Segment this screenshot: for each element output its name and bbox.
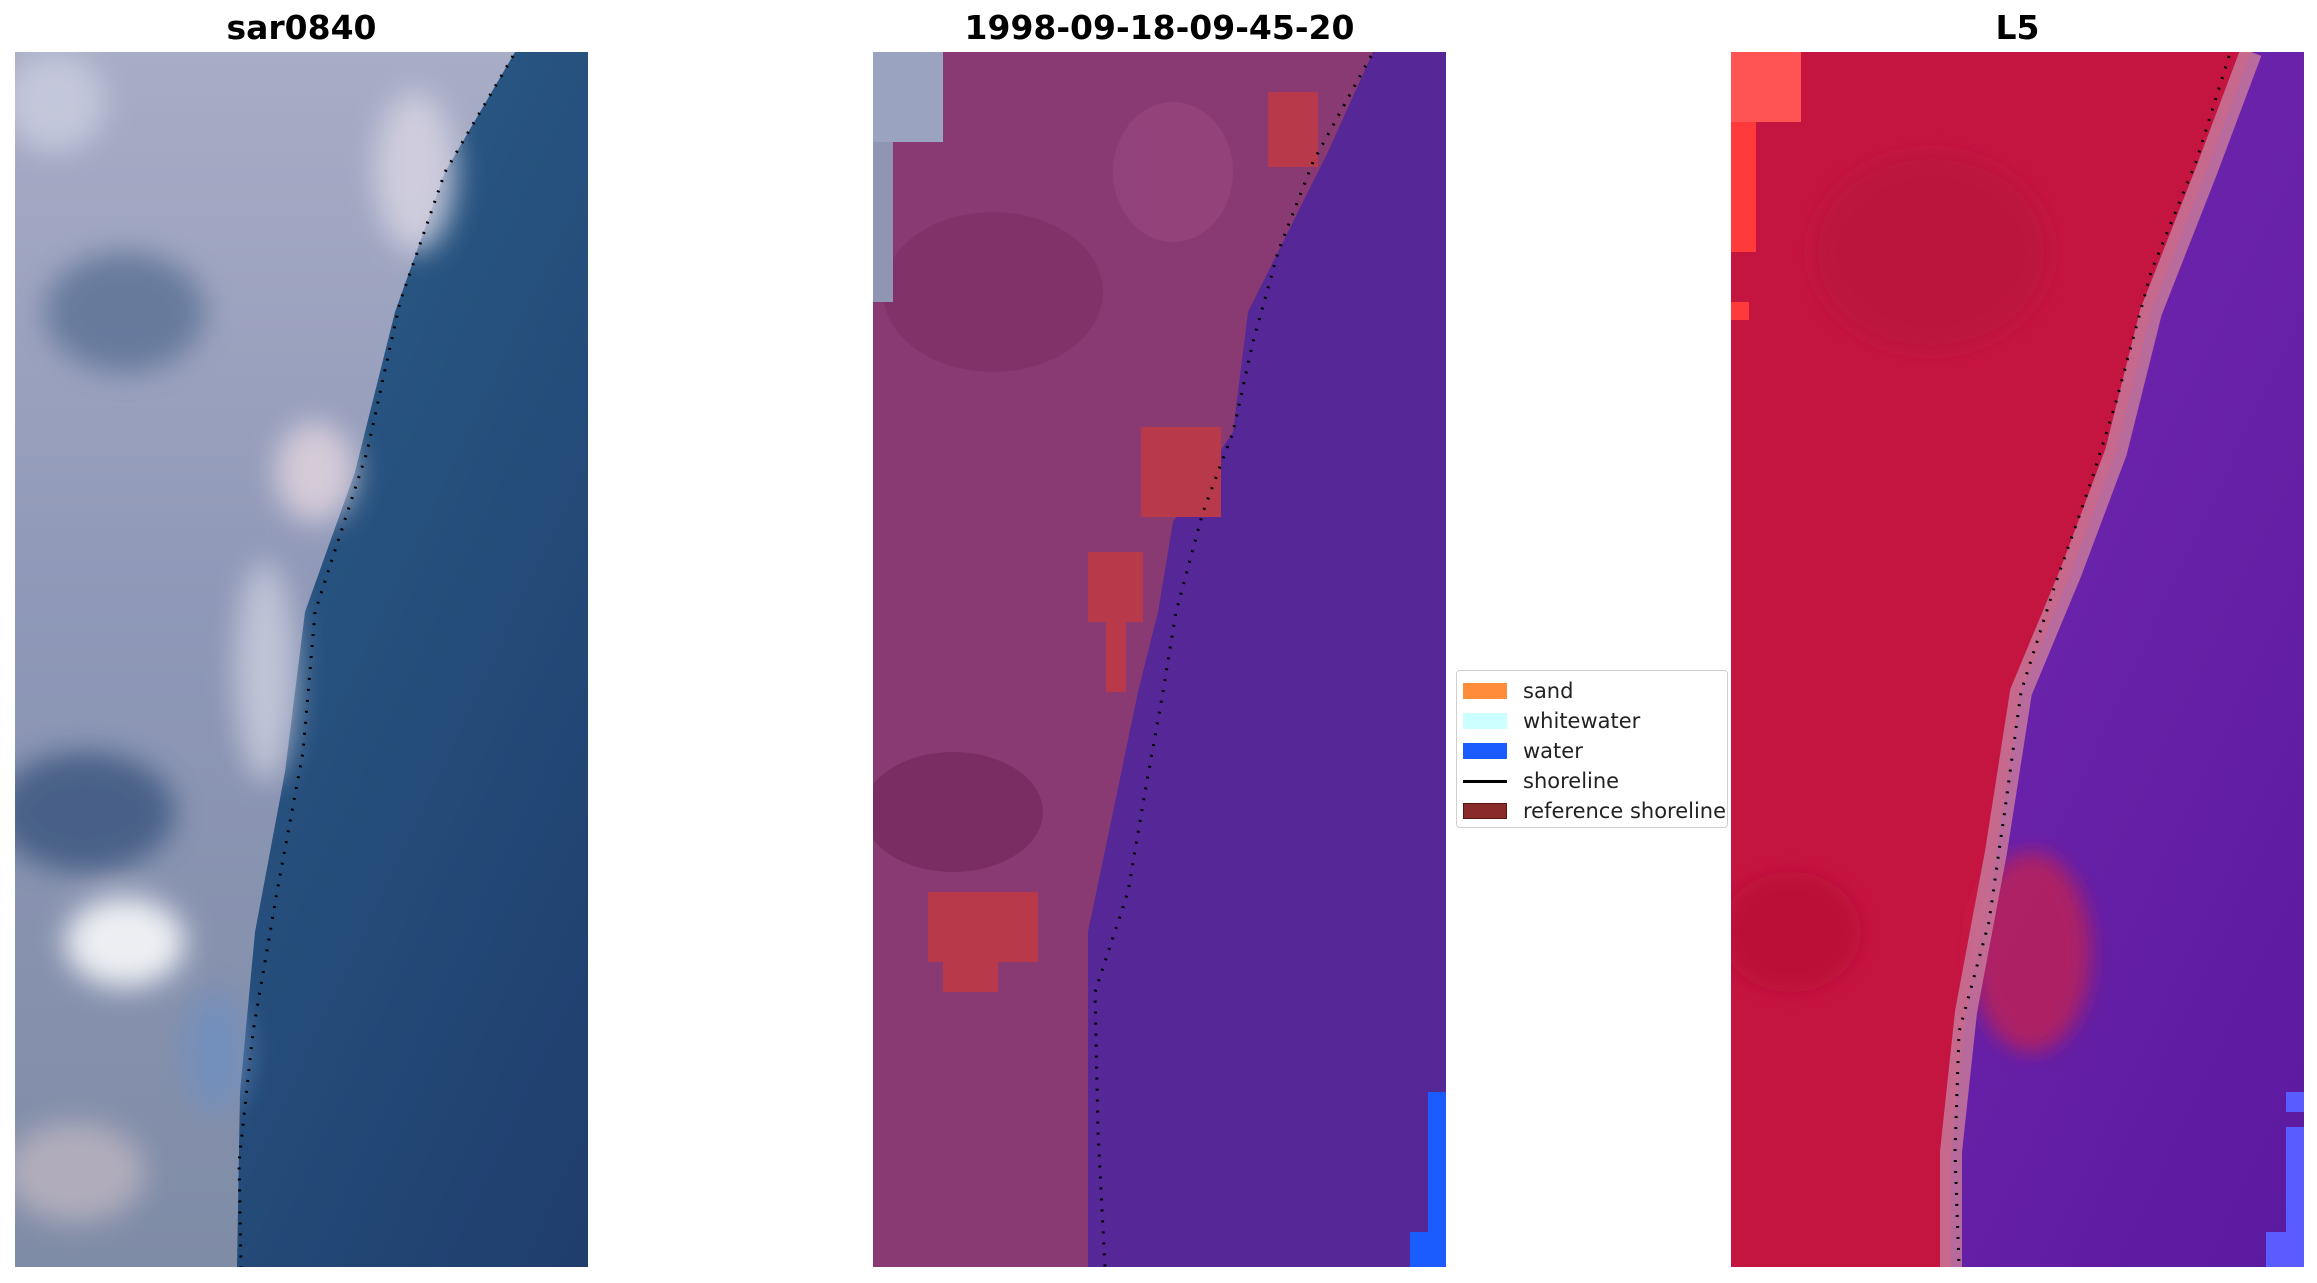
legend-item-whitewater: whitewater [1463,707,1640,735]
legend: sand whitewater water shoreline referenc… [1456,670,1728,828]
sand-blob [1141,427,1221,517]
shoreline-band [1940,52,2262,1267]
reference-shoreline-swatch [1463,803,1507,819]
whitewater-swatch [1463,713,1507,729]
legend-item-sand: sand [1463,677,1573,705]
legend-label: shoreline [1523,769,1620,793]
panel-title-index: L5 [1995,8,2040,47]
rgb-image [15,52,588,1267]
shoreline-trace [1953,55,2231,1267]
panel-title-rgb: sar0840 [226,8,377,47]
legend-item-reference-shoreline: reference shoreline [1463,797,1726,825]
legend-item-shoreline: shoreline [1463,767,1619,795]
sand-blob [1088,552,1143,622]
sand-blob [1268,92,1318,167]
sand-swatch [1463,683,1507,699]
legend-label: sand [1523,679,1574,703]
panel-title-classified: 1998-09-18-09-45-20 [964,8,1355,47]
sand-blob [943,957,998,992]
sand-blob [1106,617,1126,692]
legend-label: whitewater [1523,709,1641,733]
water-swatch [1463,743,1507,759]
rgb-image-panel [15,52,588,1267]
index-image [1731,52,2304,1267]
legend-label: water [1523,739,1583,763]
classified-image [873,52,1446,1267]
legend-item-water: water [1463,737,1583,765]
shoreline-line-swatch [1463,779,1507,783]
sand-blob [928,892,1038,962]
legend-label: reference shoreline [1523,799,1727,823]
water-pixels [1410,1232,1430,1267]
index-image-panel [1731,52,2304,1267]
classified-image-panel [873,52,1446,1267]
water-pixels [1428,1092,1446,1267]
